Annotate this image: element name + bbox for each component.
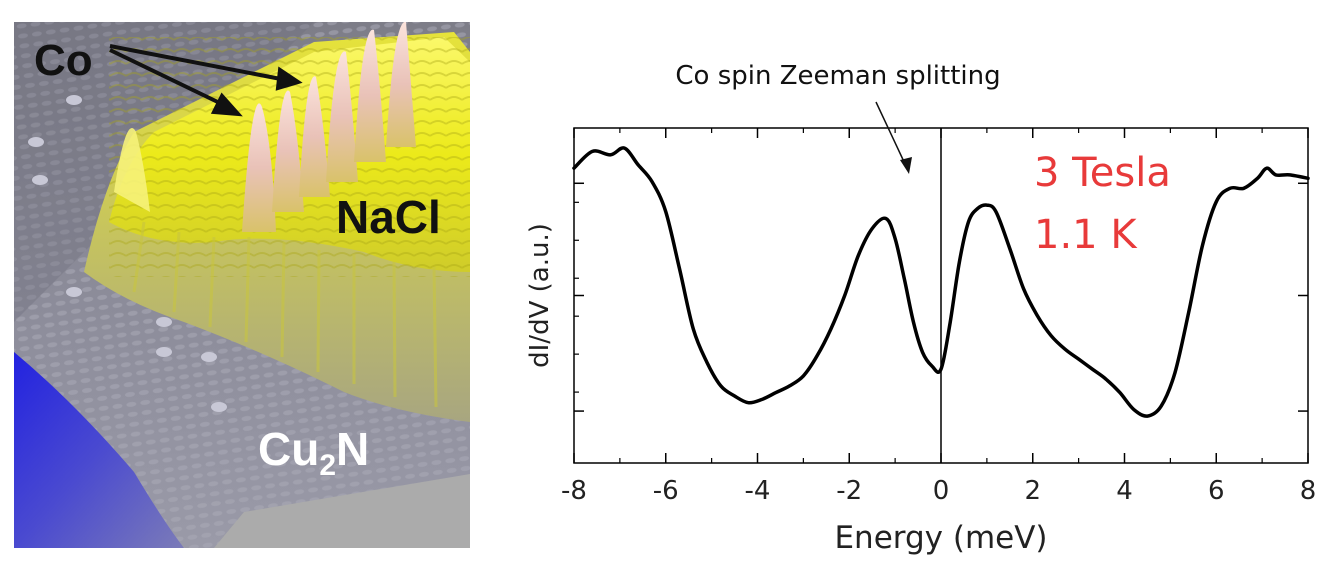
chart-svg: -8 -6 -4 -2 0 2 4 6 8 Energy (meV) dI/dV (a.u.) … xyxy=(525,61,1316,556)
x-tick-label: -6 xyxy=(653,476,679,506)
temperature-condition: 1.1 K xyxy=(1034,212,1138,258)
dIdV-spectrum-chart: -8 -6 -4 -2 0 2 4 6 8 Energy (meV) dI/dV (a.u.) … xyxy=(470,0,1331,564)
annotation-arrow-shaft xyxy=(875,101,907,167)
x-tick-label: 0 xyxy=(933,476,950,506)
x-tick-label: -8 xyxy=(561,476,587,506)
stm-topography-render xyxy=(14,22,470,548)
x-tick-label: 8 xyxy=(1300,476,1317,506)
stm-topography-image: Co NaCl Cu2N xyxy=(14,22,470,548)
annotation-arrow-head xyxy=(900,157,912,174)
x-tick-label: 2 xyxy=(1024,476,1041,506)
dIdV-curve xyxy=(572,146,1310,418)
x-axis-label: Energy (meV) xyxy=(834,520,1047,556)
cu2n-label: Cu2N xyxy=(258,423,370,482)
x-tick-label: -4 xyxy=(745,476,771,506)
co-label: Co xyxy=(34,36,93,85)
zeeman-annotation: Co spin Zeeman splitting xyxy=(675,61,1000,91)
nacl-label: NaCl xyxy=(336,191,441,243)
x-tick-label: 4 xyxy=(1116,476,1133,506)
annotation-arrow xyxy=(875,101,912,174)
x-tick-label: 6 xyxy=(1208,476,1225,506)
x-axis-ticks: -8 -6 -4 -2 0 2 4 6 8 xyxy=(561,128,1316,506)
y-axis-label: dI/dV (a.u.) xyxy=(525,223,555,368)
field-condition: 3 Tesla xyxy=(1034,150,1171,196)
y-axis-ticks xyxy=(574,182,1308,412)
x-tick-label: -2 xyxy=(836,476,862,506)
co-arrows xyxy=(109,44,303,117)
